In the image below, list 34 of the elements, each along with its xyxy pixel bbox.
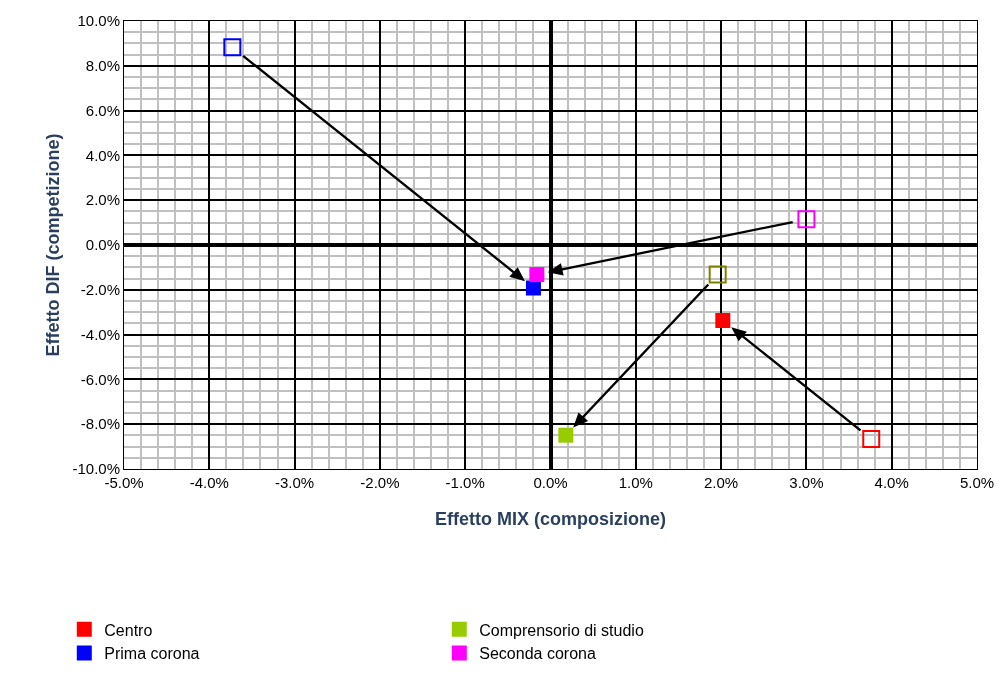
y-tick-label: -6.0% (80, 370, 120, 388)
legend-label: Centro (104, 621, 153, 639)
y-tick-label: 8.0% (85, 57, 120, 75)
x-tick-label: 0.0% (533, 474, 568, 491)
x-tick-label: -4.0% (189, 474, 229, 491)
x-tick-label: -2.0% (360, 474, 400, 491)
point (558, 427, 574, 443)
point (708, 265, 727, 284)
point (529, 267, 545, 283)
y-tick-label: 10.0% (77, 12, 120, 30)
y-tick-label: 2.0% (85, 191, 120, 209)
legend-label: Comprensorio di studio (479, 621, 644, 639)
x-axis-title: Effetto MIX (composizione) (435, 509, 666, 530)
y-tick-label: 6.0% (85, 101, 120, 119)
y-tick-label: -4.0% (80, 325, 120, 343)
point (715, 312, 731, 328)
point (862, 429, 881, 448)
x-tick-label: 2.0% (704, 474, 739, 491)
x-tick-label: 5.0% (959, 474, 995, 491)
y-tick-label: 4.0% (85, 146, 120, 164)
legend-label: Prima corona (104, 645, 200, 663)
x-tick-label: 3.0% (789, 474, 824, 491)
y-axis-title: Effetto DIF (competizione) (42, 133, 63, 357)
point (797, 210, 816, 229)
y-tick-label: -2.0% (80, 281, 120, 299)
point (525, 280, 541, 296)
y-tick-label: -8.0% (80, 415, 120, 433)
legend-label: Seconda corona (479, 645, 596, 663)
x-tick-label: -3.0% (275, 474, 315, 491)
point (223, 38, 242, 57)
x-tick-label: -1.0% (445, 474, 485, 491)
x-tick-label: 1.0% (618, 474, 653, 491)
y-tick-label: 0.0% (85, 236, 120, 254)
x-tick-label: 4.0% (874, 474, 909, 491)
